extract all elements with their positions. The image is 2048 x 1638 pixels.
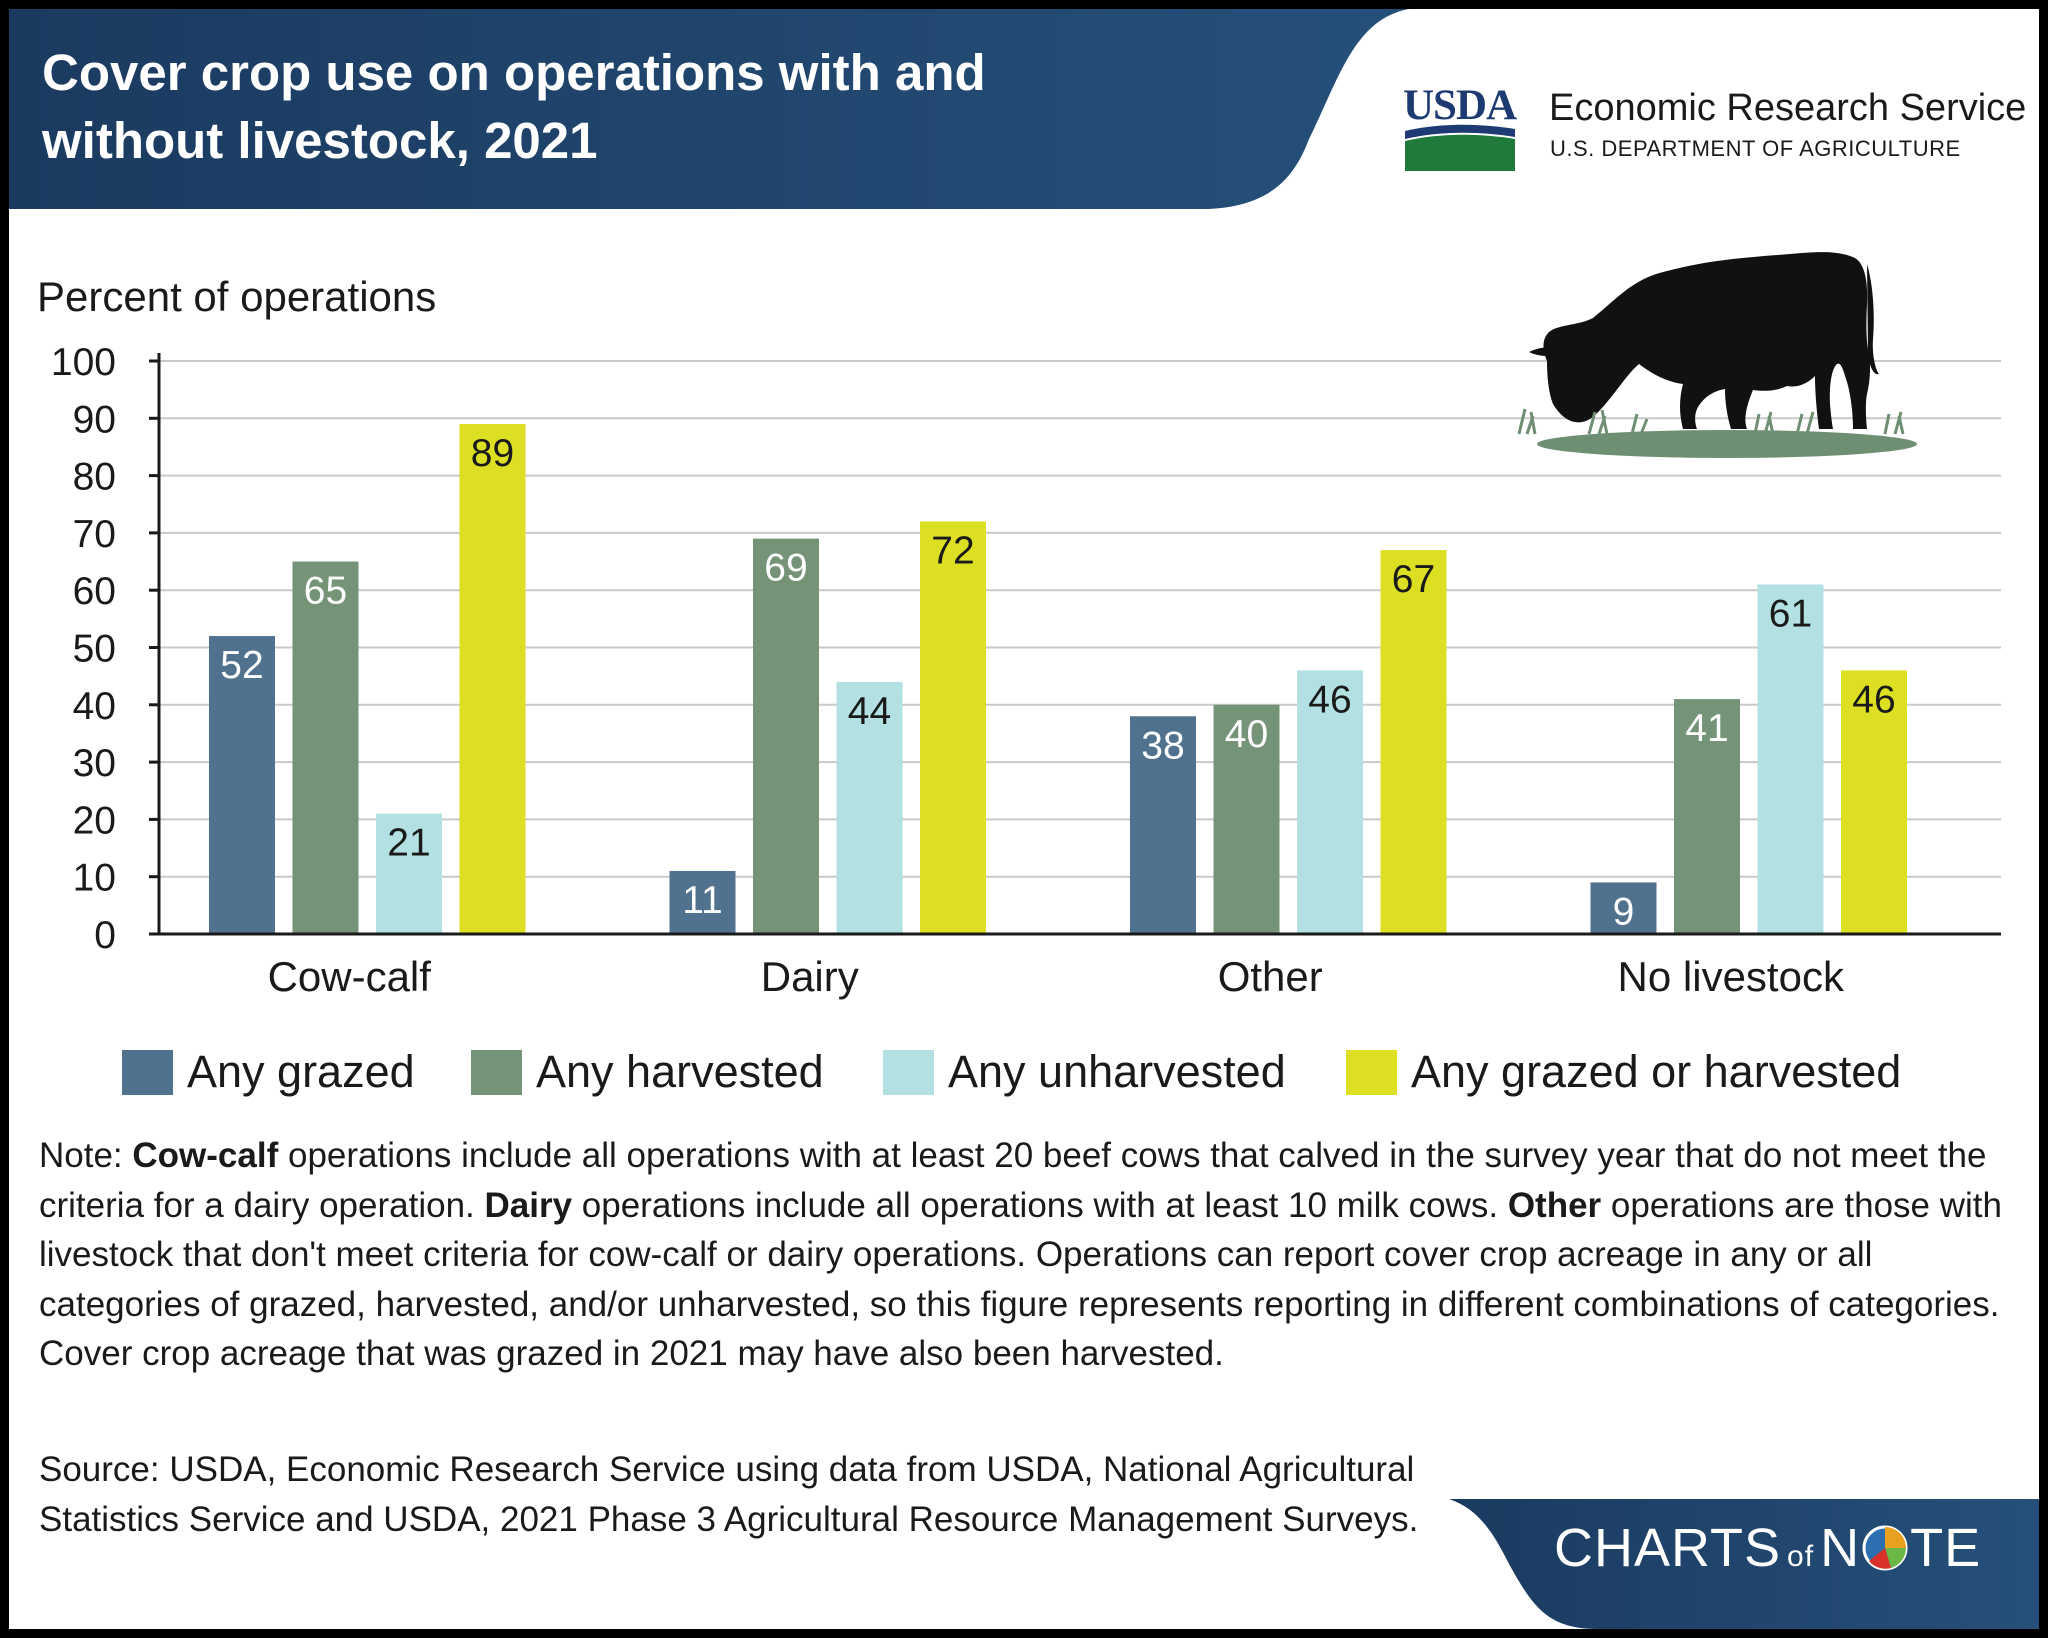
department-name: U.S. DEPARTMENT OF AGRICULTURE	[1550, 136, 1961, 161]
bar-value-label: 46	[1308, 678, 1351, 721]
bar-group: 9	[1590, 882, 1657, 934]
chart-source: Source: USDA, Economic Research Service …	[39, 1450, 1419, 1539]
y-tick-label: 10	[73, 857, 116, 900]
bar-value-label: 67	[1392, 558, 1435, 601]
bar-group: 40	[1213, 704, 1280, 934]
bar-value-label: 69	[764, 547, 807, 590]
usda-logo-icon: USDA	[1399, 79, 1519, 174]
x-tick-label: No livestock	[1618, 953, 1845, 1000]
bar-group: 41	[1674, 699, 1740, 934]
y-tick-label: 80	[73, 456, 116, 499]
legend-item: Any unharvested	[883, 1046, 1286, 1097]
agency-name: Economic Research Service	[1549, 87, 2027, 129]
chart-card: Cover crop use on operations with and wi…	[9, 9, 2039, 1629]
bar-group: 89	[459, 424, 526, 934]
bar	[753, 538, 819, 934]
bar-group: 46	[1297, 670, 1363, 934]
x-axis-ticks: Cow-calf Dairy Other No livestock	[268, 953, 1845, 1000]
legend-item: Any harvested	[471, 1046, 824, 1097]
bar	[1841, 670, 1907, 934]
legend-item: Any grazed or harvested	[1346, 1046, 1901, 1097]
grazing-cow-icon	[1517, 252, 1917, 458]
bar-value-label: 46	[1852, 678, 1895, 721]
axes	[149, 353, 2001, 936]
y-tick-label: 30	[73, 742, 116, 785]
y-tick-label: 20	[73, 799, 116, 842]
bar-chart: Percent of operations 0 10 20 30 40 50 60 70 80 9…	[37, 252, 2001, 1097]
y-tick-label: 50	[73, 628, 116, 671]
bar	[459, 424, 526, 934]
bar	[1213, 704, 1280, 934]
legend-swatch	[1346, 1050, 1397, 1095]
note-term-other: Other	[1507, 1185, 1602, 1225]
chart-note: Note: Cow-calf operations include all op…	[39, 1136, 2002, 1373]
bar-group: 67	[1380, 550, 1447, 934]
legend: Any grazed Any harvested Any unharvested An…	[122, 1046, 1901, 1097]
bar-value-label: 61	[1769, 592, 1812, 635]
header-background	[9, 9, 1409, 209]
bar	[1380, 550, 1447, 934]
bar	[209, 636, 275, 934]
y-tick-label: 70	[73, 513, 116, 556]
pie-chart-icon	[1862, 1525, 1908, 1571]
bar-value-label: 89	[471, 432, 514, 475]
y-tick-label: 100	[51, 341, 116, 384]
legend-swatch	[122, 1050, 173, 1095]
bar-value-label: 11	[682, 879, 723, 922]
note-term-cowcalf: Cow-calf	[132, 1136, 279, 1175]
legend-label: Any grazed or harvested	[1411, 1046, 1901, 1097]
bar-group: 46	[1841, 670, 1907, 934]
bars: 52 65 21 89 11 69 44 72 38 40 46 67 9 41 61 46	[209, 424, 1907, 934]
legend-swatch	[471, 1050, 522, 1095]
y-tick-label: 0	[94, 914, 116, 957]
legend-label: Any grazed	[187, 1046, 415, 1097]
bar-group: 21	[376, 813, 442, 934]
bar	[1297, 670, 1363, 934]
bar-value-label: 38	[1141, 724, 1184, 767]
y-axis-ticks: 0 10 20 30 40 50 60 70 80 90 100	[51, 341, 159, 957]
bar	[669, 870, 736, 934]
bar-group: 44	[836, 681, 903, 934]
legend-label: Any harvested	[536, 1046, 824, 1097]
y-tick-label: 90	[73, 398, 116, 441]
header-banner: Cover crop use on operations with and wi…	[9, 9, 2039, 209]
note-term-dairy: Dairy	[484, 1185, 573, 1225]
y-tick-label: 60	[73, 570, 116, 613]
y-axis-label: Percent of operations	[37, 273, 436, 320]
bar-value-label: 44	[848, 690, 891, 733]
bar	[1130, 716, 1196, 934]
bar-value-label: 72	[931, 529, 974, 572]
y-tick-label: 40	[73, 685, 116, 728]
legend-label: Any unharvested	[948, 1046, 1286, 1097]
legend-swatch	[883, 1050, 934, 1095]
bar-group: 65	[292, 561, 359, 934]
bar-value-label: 21	[387, 822, 430, 865]
bar	[920, 521, 986, 934]
bar-value-label: 40	[1225, 713, 1268, 756]
legend-item: Any grazed	[122, 1046, 415, 1097]
usda-wordmark: USDA	[1403, 82, 1517, 129]
charts-of-note-brand: CHARTS of N TE	[1554, 1518, 1982, 1578]
bar	[376, 813, 442, 934]
x-tick-label: Other	[1218, 953, 1323, 1000]
bar-group: 69	[753, 538, 819, 934]
bar-value-label: 65	[304, 570, 347, 613]
bar	[1674, 699, 1740, 934]
bar-value-label: 52	[220, 644, 263, 687]
bar-group: 52	[209, 636, 275, 934]
x-tick-label: Dairy	[761, 953, 859, 1000]
x-tick-label: Cow-calf	[268, 953, 432, 1000]
bar-value-label: 41	[1685, 707, 1728, 750]
bar	[1590, 882, 1657, 934]
usda-ers-logo: USDA Economic Research Service U.S. DEPA…	[1399, 79, 2026, 179]
bar-group: 38	[1130, 716, 1196, 934]
bar-value-label: 9	[1613, 890, 1635, 933]
bar	[292, 561, 359, 934]
bar-group: 11	[669, 870, 736, 934]
bar-group: 61	[1757, 584, 1824, 934]
bar-group: 72	[920, 521, 986, 934]
chart-title: Cover crop use on operations with and wi…	[42, 44, 986, 169]
bar	[836, 681, 903, 934]
bar	[1757, 584, 1824, 934]
